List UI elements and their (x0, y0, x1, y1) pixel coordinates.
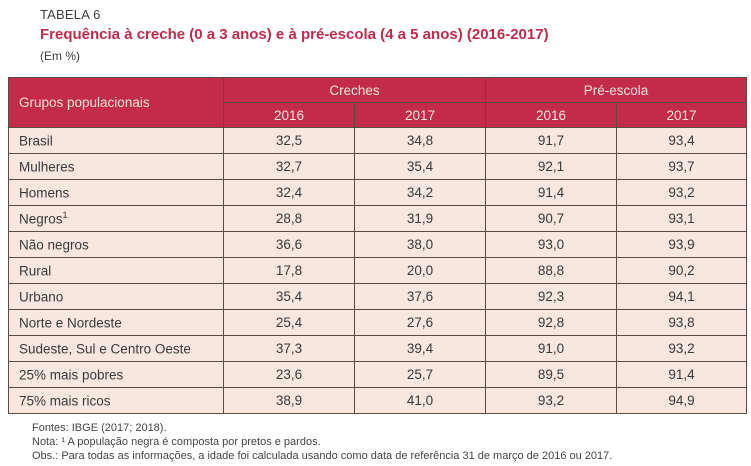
cell-value: 93,2 (616, 335, 747, 362)
row-label: Sudeste, Sul e Centro Oeste (8, 335, 224, 362)
cell-value: 90,7 (485, 205, 617, 232)
footnote-sources: Fontes: IBGE (2017; 2018). (32, 422, 167, 434)
table-row-negros: Negros1 28,8 31,9 90,7 93,1 (8, 205, 747, 232)
cell-value: 25,7 (354, 361, 486, 388)
cell-value: 93,9 (616, 231, 747, 258)
row-label-text: 75% mais ricos (19, 393, 111, 409)
cell-value: 37,6 (354, 283, 486, 310)
cell-value: 31,9 (354, 205, 486, 232)
table-row-urbano: Urbano 35,4 37,6 92,3 94,1 (8, 283, 747, 310)
table-number-label: TABELA 6 (40, 7, 101, 22)
row-label: 75% mais ricos (8, 387, 224, 414)
row-label-text: Negros (19, 211, 63, 227)
table-row-sudeste-sul-centro-oeste: Sudeste, Sul e Centro Oeste 37,3 39,4 91… (8, 335, 747, 362)
row-label-text: Sudeste, Sul e Centro Oeste (19, 341, 191, 357)
cell-value: 32,4 (223, 179, 355, 206)
cell-value: 91,0 (485, 335, 617, 362)
cell-value: 35,4 (223, 283, 355, 310)
row-label-sup: 1 (62, 210, 68, 221)
header-group-row: Grupos populacionais Creches Pré-escola (8, 77, 747, 128)
cell-value: 94,9 (616, 387, 747, 414)
column-header-grupos-populacionais: Grupos populacionais (8, 77, 224, 128)
row-label: Norte e Nordeste (8, 309, 224, 336)
row-label-text: Mulheres (19, 159, 75, 175)
footnotes: Fontes: IBGE (2017; 2018). Nota: ¹ A pop… (32, 421, 612, 463)
cell-value: 90,2 (616, 257, 747, 284)
cell-value: 17,8 (223, 257, 355, 284)
cell-value: 92,3 (485, 283, 617, 310)
cell-value: 32,5 (223, 127, 355, 154)
cell-value: 35,4 (354, 153, 486, 180)
cell-value: 37,3 (223, 335, 355, 362)
row-label: 25% mais pobres (8, 361, 224, 388)
cell-value: 93,8 (616, 309, 747, 336)
row-label-text: Brasil (19, 133, 53, 149)
column-header-pre-escola-2016: 2016 (485, 102, 617, 128)
table-header: Grupos populacionais Creches Pré-escola … (8, 77, 747, 128)
column-header-creches-2016: 2016 (223, 102, 355, 128)
table-body: Brasil 32,5 34,8 91,7 93,4 Mulheres 32,7… (8, 127, 747, 414)
row-label: Mulheres (8, 153, 224, 180)
table-row-rural: Rural 17,8 20,0 88,8 90,2 (8, 257, 747, 284)
cell-value: 32,7 (223, 153, 355, 180)
footnote-nota: Nota: ¹ A população negra é composta por… (32, 436, 321, 448)
column-header-pre-escola-2017: 2017 (616, 102, 747, 128)
table-row-25-mais-pobres: 25% mais pobres 23,6 25,7 89,5 91,4 (8, 361, 747, 388)
row-label-text: Não negros (19, 237, 89, 253)
cell-value: 93,7 (616, 153, 747, 180)
cell-value: 39,4 (354, 335, 486, 362)
cell-value: 93,1 (616, 205, 747, 232)
footnote-obs: Obs.: Para todas as informações, a idade… (32, 450, 613, 462)
cell-value: 25,4 (223, 309, 355, 336)
table-row-homens: Homens 32,4 34,2 91,4 93,2 (8, 179, 747, 206)
cell-value: 94,1 (616, 283, 747, 310)
cell-value: 23,6 (223, 361, 355, 388)
cell-value: 91,7 (485, 127, 617, 154)
table-row-mulheres: Mulheres 32,7 35,4 92,1 93,7 (8, 153, 747, 180)
row-label-text: Rural (19, 263, 52, 279)
row-label-text: Norte e Nordeste (19, 315, 122, 331)
table-row-norte-nordeste: Norte e Nordeste 25,4 27,6 92,8 93,8 (8, 309, 747, 336)
cell-value: 93,2 (616, 179, 747, 206)
column-group-creches: Creches (223, 77, 486, 103)
table-unit-label: (Em %) (40, 49, 80, 63)
cell-value: 91,4 (616, 361, 747, 388)
cell-value: 92,8 (485, 309, 617, 336)
column-header-creches-2017: 2017 (354, 102, 486, 128)
cell-value: 93,2 (485, 387, 617, 414)
table-row-nao-negros: Não negros 36,6 38,0 93,0 93,9 (8, 231, 747, 258)
row-label-text: Urbano (19, 289, 64, 305)
row-label: Homens (8, 179, 224, 206)
cell-value: 88,8 (485, 257, 617, 284)
row-label-text: 25% mais pobres (19, 367, 124, 383)
row-label: Negros1 (8, 205, 224, 232)
table-row-brasil: Brasil 32,5 34,8 91,7 93,4 (8, 127, 747, 154)
cell-value: 28,8 (223, 205, 355, 232)
cell-value: 89,5 (485, 361, 617, 388)
table-title: Frequência à creche (0 a 3 anos) e à pré… (40, 26, 549, 43)
title-block: TABELA 6 Frequência à creche (0 a 3 anos… (40, 7, 549, 63)
data-table: Grupos populacionais Creches Pré-escola … (8, 77, 747, 414)
row-label: Urbano (8, 283, 224, 310)
column-group-pre-escola: Pré-escola (485, 77, 747, 103)
cell-value: 27,6 (354, 309, 486, 336)
row-label: Brasil (8, 127, 224, 154)
cell-value: 93,0 (485, 231, 617, 258)
table-row-75-mais-ricos: 75% mais ricos 38,9 41,0 93,2 94,9 (8, 387, 747, 414)
cell-value: 92,1 (485, 153, 617, 180)
cell-value: 91,4 (485, 179, 617, 206)
row-label: Rural (8, 257, 224, 284)
cell-value: 34,2 (354, 179, 486, 206)
row-label: Não negros (8, 231, 224, 258)
header-year-row: 2016 2017 2016 2017 (9, 102, 747, 128)
cell-value: 41,0 (354, 387, 486, 414)
cell-value: 20,0 (354, 257, 486, 284)
cell-value: 36,6 (223, 231, 355, 258)
row-label-text: Homens (19, 185, 70, 201)
cell-value: 38,0 (354, 231, 486, 258)
cell-value: 34,8 (354, 127, 486, 154)
cell-value: 93,4 (616, 127, 747, 154)
cell-value: 38,9 (223, 387, 355, 414)
